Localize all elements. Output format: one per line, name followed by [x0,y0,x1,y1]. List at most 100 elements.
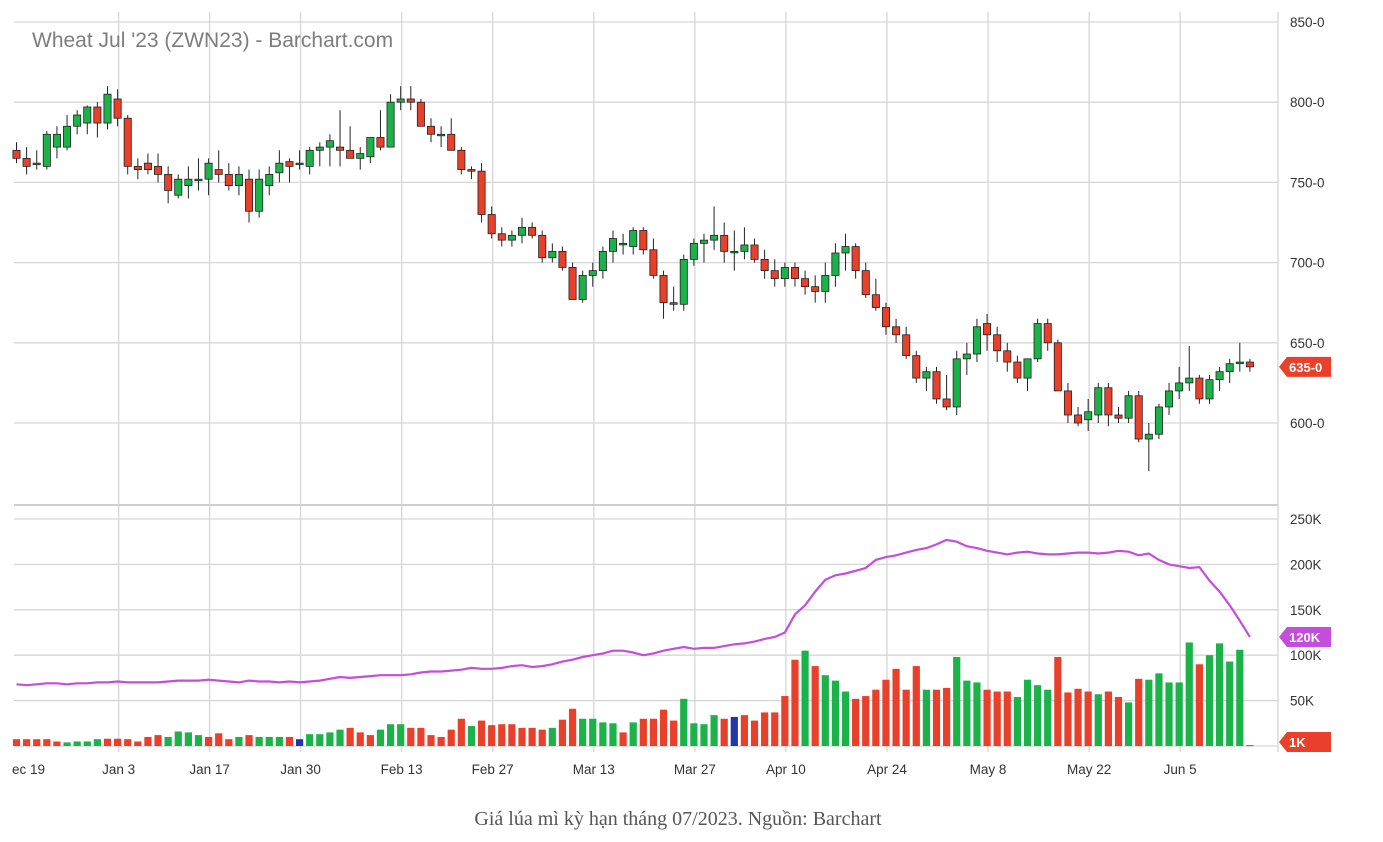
candle-body [113,98,122,119]
volume-bar [73,741,81,746]
candle-body [1013,361,1022,379]
last-price-badge-shape [1279,356,1331,377]
volume-bar [63,742,71,746]
candle-body [427,125,436,135]
candle-body [1195,377,1204,400]
volume-tick-label: 250K [1290,512,1322,527]
candle-body [52,133,61,148]
candle-body [224,173,233,187]
volume-bar [83,741,91,746]
date-axis: ec 19 Jan 3 Jan 17 Jan 30 Feb 13 Feb 27 Mar 13… [12,762,1197,777]
volume-bar [366,735,374,746]
candle-body [366,137,375,158]
volume-bar [852,698,860,746]
candle-body [1084,411,1093,421]
candle-body [194,178,203,182]
candle-body [1114,414,1123,419]
volume-bar [134,741,142,746]
volume-bar [579,718,587,746]
volume-bar [1034,685,1042,746]
volume-bar [93,739,101,746]
candle-body [295,162,304,166]
volume-bar [841,691,850,746]
candle-body [204,162,213,180]
price-tick-label: 750-0 [1290,175,1325,190]
volume-bar [821,675,829,746]
volume-bar [912,666,920,746]
candle-body [578,275,587,300]
volume-bar [235,736,243,746]
candle-body [406,98,415,103]
candle-body [760,258,769,272]
volume-bar [538,729,546,746]
volume-badge-shape [1279,732,1331,752]
date-tick-label: Jun 5 [1164,762,1197,777]
candle-body [801,278,810,288]
volume-bar [265,736,273,746]
candle-body [750,244,759,260]
open-interest-badge: 120K [1279,627,1331,648]
volume-bar [1104,691,1112,746]
volume-bar [285,736,294,746]
candle-body [942,398,951,408]
volume-bar [326,732,334,746]
volume-bar [306,734,314,746]
candle-body [133,165,142,170]
volume-bar [801,650,809,746]
candle-body [22,157,31,167]
volume-bar [1094,694,1102,746]
volume-bar [53,741,61,746]
candle-body [1185,377,1194,384]
chart-title: Wheat Jul '23 (ZWN23) - Barchart.com [32,29,393,52]
candle-body [861,270,870,296]
volume-bar [1195,664,1203,746]
candle-body [63,125,72,148]
candle-body [608,238,617,252]
volume-bar [417,727,425,746]
candle-body [1225,363,1234,373]
candle-body [881,307,890,328]
price-tick-label: 650-0 [1290,336,1325,351]
last-price-badge-label: 635-0 [1289,360,1322,375]
volume-bar [275,736,283,746]
volume-bar [649,718,658,746]
volume-bar [1175,682,1183,746]
candle-body [285,161,294,167]
volume-bar [1044,689,1052,746]
price-tick-label: 600-0 [1290,416,1325,431]
date-tick-label: Apr 10 [766,762,806,777]
candle-body [143,162,152,170]
x-grid [117,12,1279,752]
volume-bar [599,722,607,746]
candle-body [214,169,223,175]
candle-body [174,178,183,196]
candle-body [154,165,163,175]
date-tick-label: Jan 17 [189,762,230,777]
candle-body [932,371,941,400]
price-tick-label: 850-0 [1290,15,1325,30]
candle-body [305,149,314,167]
volume-bar [154,735,162,746]
volume-bar [215,733,223,746]
volume-badge-label: 1K [1289,735,1306,750]
volume-bar [862,696,870,746]
date-tick-label: Jan 3 [102,762,135,777]
volume-bar [103,738,112,746]
volume-bar [993,691,1001,746]
volume-bar [690,723,698,746]
candle-body [710,234,719,241]
candle-body [12,149,21,159]
candle-body [376,137,385,148]
candle-body [720,234,729,252]
candle-body [245,178,254,212]
volume-bar [528,727,536,746]
candle-body [1043,323,1052,344]
volume-bar [356,732,364,746]
candlesticks [12,86,1254,472]
volume-bar [427,735,435,746]
volume-bar [953,657,961,746]
volume-bar [771,712,779,746]
candle-body [528,226,537,236]
candle-body [1154,406,1163,435]
volume-bar [983,689,991,746]
